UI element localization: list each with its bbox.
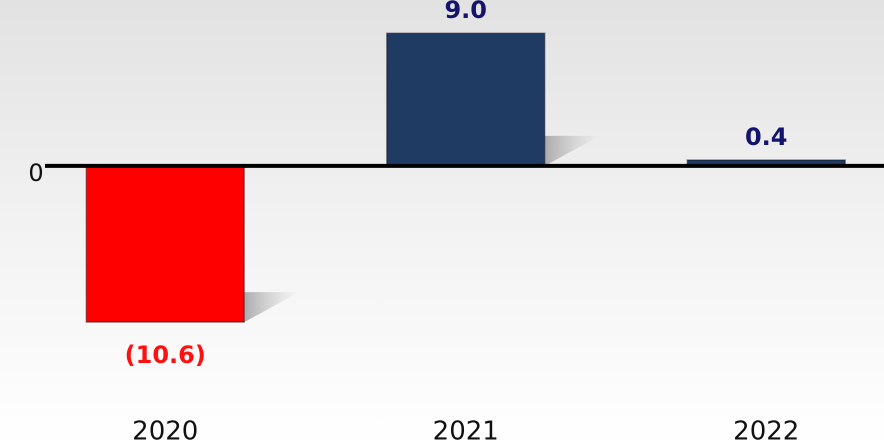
y-tick-label: 0: [28, 159, 43, 187]
bar: [85, 165, 245, 323]
bar-shadow: [544, 135, 600, 166]
value-label: (10.6): [125, 341, 206, 369]
value-label: 9.0: [444, 0, 487, 24]
value-label: 0.4: [745, 123, 788, 151]
x-tick-label: 2021: [433, 417, 499, 446]
shadows: [244, 135, 600, 323]
bar: [386, 32, 546, 167]
bar-shadow: [244, 292, 300, 323]
x-tick-label: 2022: [733, 417, 799, 446]
x-tick-label: 2020: [132, 417, 198, 446]
